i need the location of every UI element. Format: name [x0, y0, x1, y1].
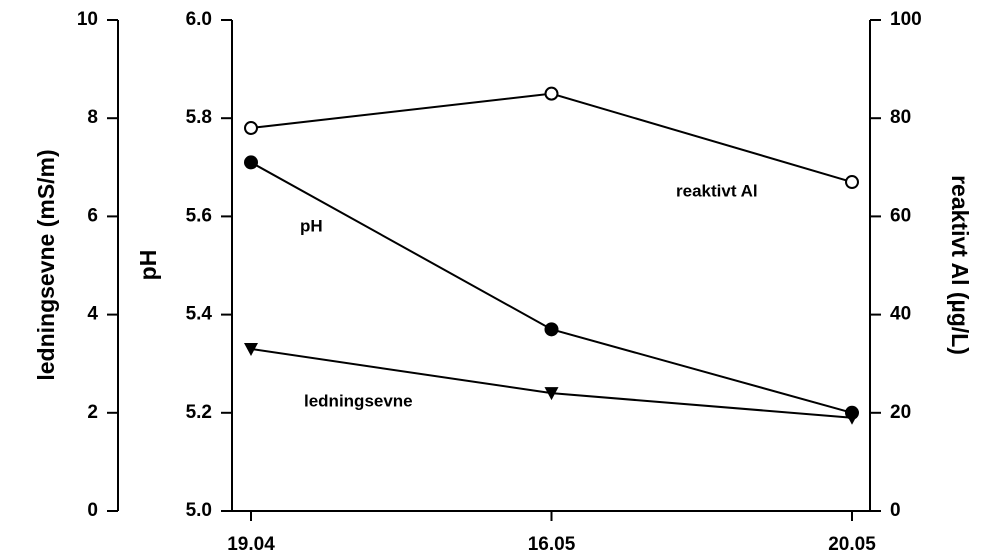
x-tick-label: 19.04	[227, 534, 275, 555]
series-line	[250, 92, 853, 183]
y-tick-label: 5.6	[186, 205, 212, 226]
marker	[845, 411, 859, 425]
y3-tick-label: 6	[87, 205, 98, 226]
y-tick-label: 5.4	[186, 304, 213, 325]
x-tick-label: 20.05	[828, 534, 876, 555]
marker	[244, 342, 258, 356]
y2-tick-label: 40	[890, 304, 911, 325]
series-label: ledningsevne	[304, 391, 413, 410]
marker	[544, 387, 559, 401]
y2-tick-label: 60	[890, 205, 911, 226]
y-tick-label: 5.2	[186, 402, 212, 423]
y2-tick-label: 20	[890, 402, 911, 423]
x-tick-label: 16.05	[528, 534, 576, 555]
marker	[244, 155, 258, 170]
series-label: pH	[300, 216, 323, 235]
y-axis-label: pH	[135, 250, 161, 281]
y3-tick-label: 4	[87, 304, 98, 325]
y-tick-label: 5.0	[186, 500, 212, 521]
y2-tick-label: 0	[890, 500, 901, 521]
marker	[544, 86, 559, 101]
y2-tick-label: 80	[890, 107, 911, 128]
y2-axis-label: reaktivt Al (µg/L)	[947, 175, 973, 355]
y3-tick-label: 8	[87, 107, 98, 128]
series-line	[250, 161, 853, 414]
y-tick-label: 5.8	[186, 107, 212, 128]
marker	[544, 322, 559, 337]
series-label: reaktivt Al	[676, 181, 758, 200]
y-tick-label: 6.0	[186, 9, 212, 30]
y2-tick-label: 100	[890, 9, 922, 30]
marker	[244, 121, 258, 136]
y3-tick-label: 0	[87, 500, 98, 521]
y3-tick-label: 10	[77, 9, 98, 30]
y3-tick-label: 2	[87, 402, 98, 423]
marker	[845, 175, 859, 190]
y3-axis-label: ledningsevne (mS/m)	[33, 149, 59, 380]
